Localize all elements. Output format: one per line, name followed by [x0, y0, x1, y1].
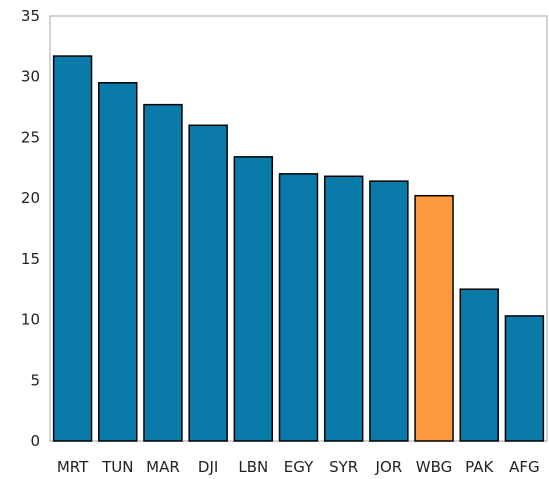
- y-tick-label: 20: [21, 189, 40, 207]
- y-axis-ticks: 0 5 10 15 20 25 30 35: [21, 7, 40, 450]
- bar-tun: [98, 82, 138, 442]
- x-tick-label: JOR: [375, 458, 403, 476]
- y-tick-label: 30: [21, 68, 40, 86]
- bars: [52, 55, 545, 442]
- bar-afg: [504, 315, 545, 442]
- x-tick-label: AFG: [509, 458, 540, 476]
- x-tick-label: PAK: [465, 458, 494, 476]
- bar-lbn: [233, 156, 274, 442]
- x-axis-ticks: MRT TUN MAR DJI LBN EGY SYR JOR WBG PAK AFG: [57, 458, 540, 476]
- bar-mrt: [52, 55, 93, 442]
- x-tick-label: MAR: [146, 458, 180, 476]
- x-tick-label: SYR: [329, 458, 358, 476]
- x-tick-label: WBG: [416, 458, 452, 476]
- x-tick-label: TUN: [101, 458, 133, 476]
- bar-egy: [278, 173, 319, 442]
- x-tick-label: EGY: [284, 458, 314, 476]
- bar-mar: [143, 103, 183, 442]
- x-tick-label: LBN: [238, 458, 268, 476]
- y-tick-label: 15: [21, 250, 40, 268]
- bar-dji: [188, 124, 228, 442]
- y-tick-label: 10: [21, 311, 40, 329]
- bar-wbg: [414, 194, 454, 442]
- y-tick-label: 5: [30, 371, 40, 389]
- y-tick-label: 25: [21, 128, 40, 146]
- bar-syr: [323, 175, 364, 442]
- x-tick-label: DJI: [198, 458, 218, 476]
- x-tick-label: MRT: [57, 458, 89, 476]
- bar-pak: [459, 288, 499, 442]
- bar-jor: [369, 180, 409, 442]
- y-tick-label: 0: [30, 432, 40, 450]
- y-tick-label: 35: [21, 7, 40, 25]
